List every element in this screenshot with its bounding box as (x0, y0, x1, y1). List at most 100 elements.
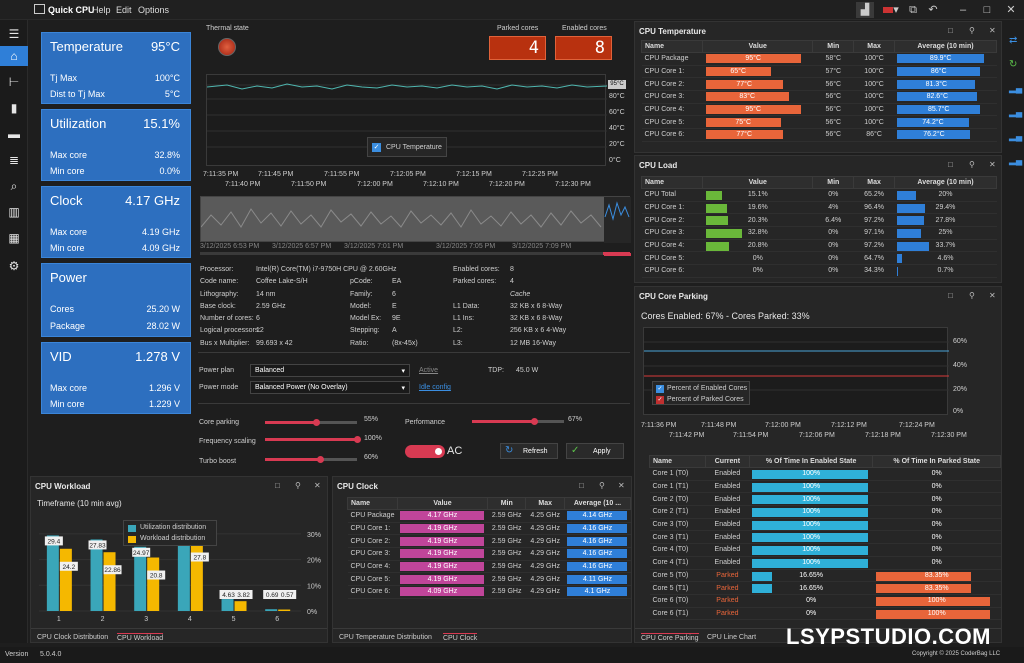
signal-icon[interactable]: ▂▄ (1009, 155, 1023, 165)
table-row[interactable]: Core 5 (T1) Parked 16.65% 83.35% (649, 581, 1001, 595)
close-icon[interactable]: ✕ (989, 26, 996, 35)
table-row[interactable]: CPU Core 5: 0% 0% 64.7% 4.6% (641, 251, 997, 266)
table-row[interactable]: CPU Core 1: 4.19 GHz 2.59 GHz 4.29 GHz 4.16 … (347, 522, 631, 536)
theme-picker-icon[interactable]: ▾ (880, 2, 902, 18)
table-row[interactable]: Core 6 (T1) Parked 0% 100% (649, 607, 1001, 621)
tab-cpu-temperature-distribution[interactable]: CPU Temperature Distribution (339, 634, 432, 641)
column-header[interactable]: Max (853, 40, 895, 53)
column-header[interactable]: Current (704, 455, 750, 468)
table-row[interactable]: CPU Core 6: 4.09 GHz 2.59 GHz 4.29 GHz 4.1 G… (347, 585, 631, 599)
pin-icon[interactable]: ⚲ (969, 291, 975, 300)
legend-checkbox[interactable]: ✓ (372, 143, 381, 152)
apply-button[interactable]: ✓ Apply (566, 443, 624, 459)
table-row[interactable]: Core 1 (T1) Enabled 100% 0% (649, 480, 1001, 494)
table-row[interactable]: CPU Core 4: 4.19 GHz 2.59 GHz 4.29 GHz 4.16 … (347, 560, 631, 574)
signal-icon[interactable]: ▂▄ (1009, 83, 1023, 93)
column-header[interactable]: Name (649, 455, 706, 468)
table-row[interactable]: Core 3 (T0) Enabled 100% 0% (649, 518, 1001, 532)
close-icon[interactable]: ✕ (989, 160, 996, 169)
chart-toggle-icon[interactable]: ▟ (856, 2, 874, 18)
vid-card[interactable]: VID 1.278 V Max core 1.296 V Min core 1.… (41, 342, 191, 414)
settings-list-icon[interactable]: ≣ (8, 153, 20, 167)
column-header[interactable]: Min (812, 176, 855, 189)
table-row[interactable]: Core 6 (T0) Parked 0% 100% (649, 594, 1001, 608)
table-row[interactable]: Core 1 (T0) Enabled 100% 0% (649, 467, 1001, 481)
tree-icon[interactable]: ⊢ (8, 75, 20, 89)
temperature-card[interactable]: Temperature 95°C Tj Max 100°C Dist to Tj… (41, 32, 191, 104)
table-row[interactable]: CPU Core 3: 83°C 56°C 100°C 82.6°C (641, 90, 997, 104)
search-document-icon[interactable]: ⌕ (10, 179, 18, 193)
table-row[interactable]: CPU Core 5: 75°C 56°C 100°C 74.2°C (641, 115, 997, 130)
column-header[interactable]: % Of Time In Enabled State (748, 455, 874, 468)
table-row[interactable]: Core 4 (T1) Enabled 100% 0% (649, 556, 1001, 570)
board-icon[interactable]: ▦ (8, 231, 20, 245)
close-icon[interactable]: ✕ (989, 291, 996, 300)
table-row[interactable]: CPU Package 95°C 58°C 100°C 89.9°C (641, 52, 997, 66)
minimize-icon[interactable]: – (959, 4, 967, 16)
table-row[interactable]: Core 2 (T0) Enabled 100% 0% (649, 492, 1001, 507)
slider-knob[interactable] (354, 436, 361, 443)
utilization-card[interactable]: Utilization 15.1% Max core 32.8% Min cor… (41, 109, 191, 181)
table-row[interactable]: Core 4 (T0) Enabled 100% 0% (649, 543, 1001, 557)
table-row[interactable]: CPU Core 2: 4.19 GHz 2.59 GHz 4.29 GHz 4.16 … (347, 534, 631, 549)
legend-checkbox-enabled[interactable]: ✓ (656, 385, 664, 393)
table-row[interactable]: CPU Core 1: 19.6% 4% 96.4% 29.4% (641, 201, 997, 215)
table-row[interactable]: CPU Core 1: 65°C 57°C 100°C 86°C (641, 65, 997, 79)
pin-icon[interactable]: ⚲ (295, 481, 301, 490)
close-icon[interactable]: ✕ (314, 481, 321, 490)
menu-options[interactable]: Options (138, 5, 170, 15)
table-row[interactable]: CPU Core 6: 0% 0% 34.3% 0.7% (641, 264, 997, 278)
menu-edit[interactable]: Edit (116, 5, 132, 15)
screenshot-icon[interactable]: ⧉ (909, 4, 917, 16)
table-row[interactable]: CPU Core 4: 20.8% 0% 97.2% 33.7% (641, 239, 997, 253)
memory-icon[interactable]: ▥ (8, 205, 20, 219)
core-parking-slider[interactable] (265, 419, 357, 426)
column-header[interactable]: Name (347, 497, 398, 510)
close-icon[interactable]: ✕ (618, 481, 625, 490)
tab-cpu-clock-distribution[interactable]: CPU Clock Distribution (37, 634, 109, 641)
slider-knob[interactable] (530, 418, 538, 425)
table-row[interactable]: CPU Core 4: 95°C 56°C 100°C 85.7°C (641, 103, 997, 117)
column-header[interactable]: Min (486, 497, 527, 510)
overview-scrollbar-thumb[interactable] (603, 252, 630, 255)
table-row[interactable]: CPU Core 3: 32.8% 0% 97.1% 25% (641, 226, 997, 240)
frequency-scaling-slider[interactable] (265, 436, 361, 443)
table-row[interactable]: CPU Core 3: 4.19 GHz 2.59 GHz 4.29 GHz 4.16 … (347, 547, 631, 561)
tab-cpu-core-parking[interactable]: CPU Core Parking (641, 633, 699, 642)
tab-cpu-workload[interactable]: CPU Workload (117, 633, 164, 642)
table-row[interactable]: CPU Total 15.1% 0% 65.2% 20% (641, 188, 997, 202)
clock-card[interactable]: Clock 4.17 GHz Max core 4.19 GHz Min cor… (41, 186, 191, 258)
signal-icon[interactable]: ▂▄ (1009, 131, 1023, 141)
column-header[interactable]: Value (702, 176, 814, 189)
column-header[interactable]: Name (640, 40, 704, 53)
table-row[interactable]: CPU Core 6: 77°C 56°C 86°C 76.2°C (641, 128, 997, 142)
bar-chart-icon[interactable]: ▮ (10, 101, 18, 115)
ac-toggle[interactable] (405, 445, 445, 458)
column-header[interactable]: Max (525, 497, 565, 510)
close-icon[interactable]: ✕ (1006, 4, 1016, 16)
power-card[interactable]: Power Cores 25.20 W Package 28.02 W (41, 263, 191, 337)
column-header[interactable]: Min (812, 40, 855, 53)
table-row[interactable]: CPU Core 2: 20.3% 6.4% 97.2% 27.8% (641, 213, 997, 228)
power-plan-select[interactable]: Balanced ▾ (250, 364, 410, 377)
column-header[interactable]: Value (396, 497, 488, 510)
pin-icon[interactable]: ⚲ (969, 26, 975, 35)
restore-icon[interactable]: □ (579, 481, 584, 490)
overview-scrollbar[interactable] (200, 252, 630, 255)
legend-checkbox-parked[interactable]: ✓ (656, 396, 664, 404)
performance-slider[interactable] (472, 418, 564, 425)
restore-icon[interactable]: □ (275, 481, 280, 490)
gantt-icon[interactable]: ▬ (8, 127, 20, 141)
column-header[interactable]: Average (10 min) (893, 40, 998, 53)
slider-knob[interactable] (312, 419, 320, 426)
pin-icon[interactable]: ⚲ (969, 160, 975, 169)
overview-strip[interactable] (200, 196, 631, 256)
table-row[interactable]: CPU Core 2: 77°C 56°C 100°C 81.3°C (641, 77, 997, 92)
undo-icon[interactable]: ↶ (928, 4, 938, 16)
menu-help[interactable]: Help (92, 5, 111, 15)
gear-icon[interactable]: ⚙ (8, 259, 20, 273)
refresh-button[interactable]: ↻ Refresh (500, 443, 558, 459)
column-header[interactable]: Value (702, 40, 814, 53)
column-header[interactable]: Max (853, 176, 895, 189)
restore-icon[interactable]: □ (948, 291, 953, 300)
